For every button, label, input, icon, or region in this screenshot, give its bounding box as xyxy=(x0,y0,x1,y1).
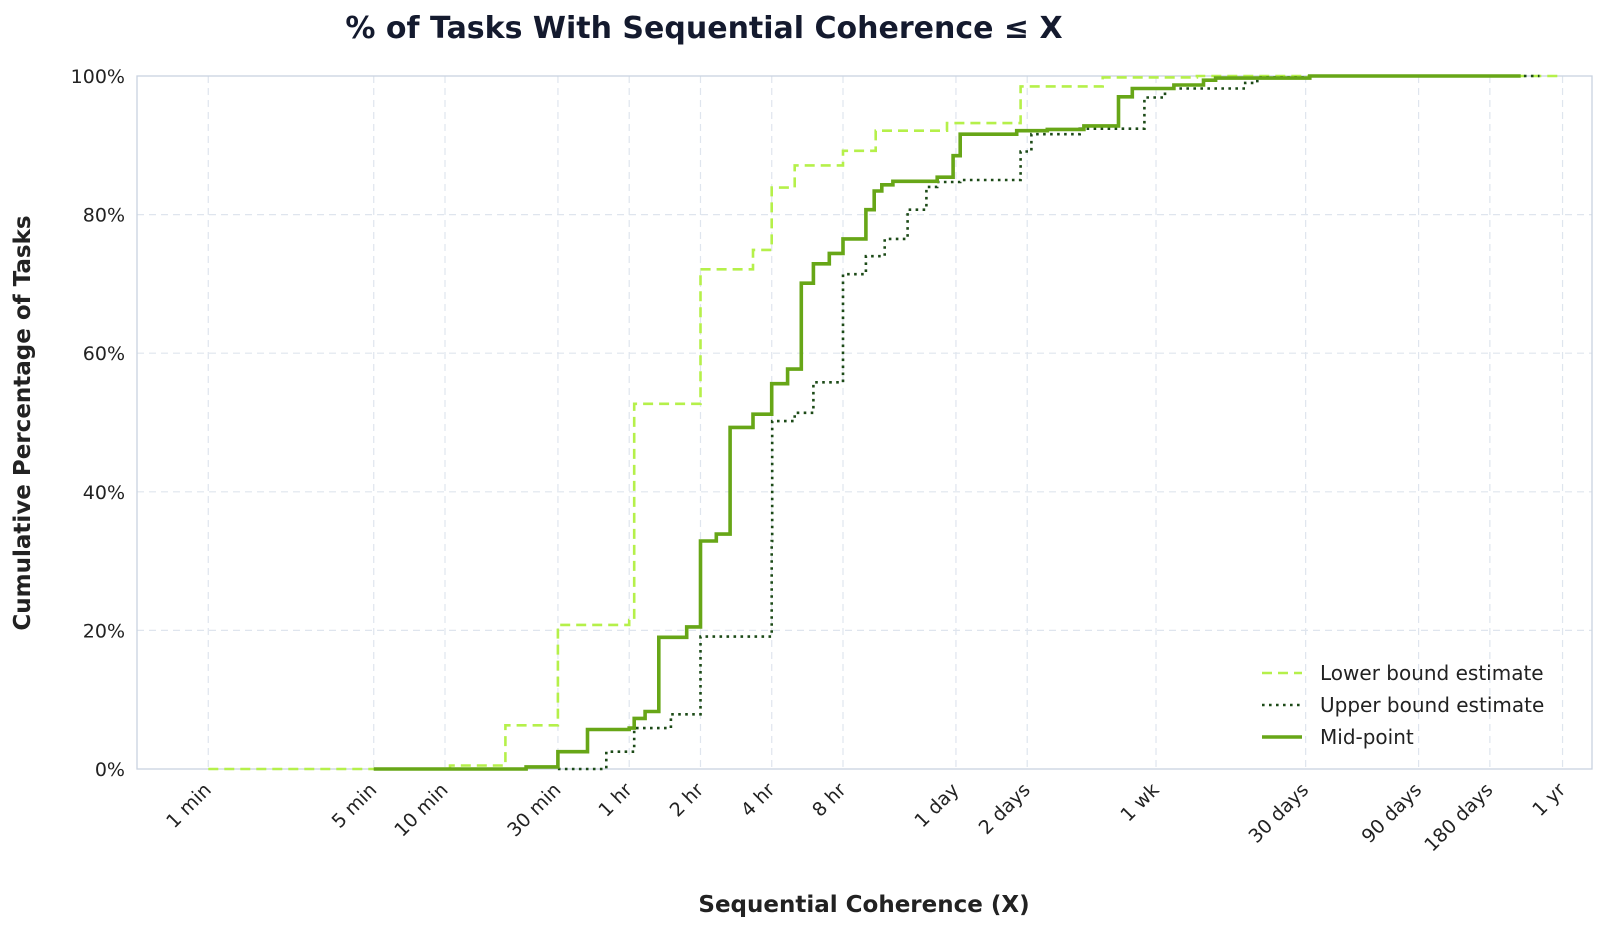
y-tick-labels: 0% 20% 40% 60% 80% 100% xyxy=(71,66,125,781)
x-tick-label: 2 hr xyxy=(666,779,709,822)
y-tick-label: 80% xyxy=(83,205,125,227)
y-tick-label: 60% xyxy=(83,343,125,365)
x-tick-label: 2 days xyxy=(975,779,1035,839)
grid xyxy=(137,76,1592,769)
y-tick-label: 0% xyxy=(95,759,125,781)
legend-label: Upper bound estimate xyxy=(1320,693,1544,717)
x-tick-labels: 1 min 5 min 10 min 30 min 1 hr 2 hr 4 hr 8 hr 1 … xyxy=(162,779,1570,856)
x-tick-label: 1 wk xyxy=(1116,779,1163,826)
x-tick-label: 30 days xyxy=(1245,779,1314,848)
series-line-lower-bound-estimate xyxy=(208,74,1563,771)
x-tick-label: 5 min xyxy=(328,779,382,833)
y-tick-label: 100% xyxy=(71,66,125,88)
y-tick-label: 40% xyxy=(83,482,125,504)
x-tick-label: 8 hr xyxy=(808,779,851,822)
x-tick-label: 1 day xyxy=(910,779,963,832)
legend-label: Lower bound estimate xyxy=(1320,661,1544,685)
chart-title: % of Tasks With Sequential Coherence ≤ X xyxy=(345,11,1062,46)
x-tick-label: 1 min xyxy=(162,779,216,833)
legend-label: Mid-point xyxy=(1320,725,1414,749)
x-tick-label: 30 min xyxy=(503,779,565,841)
x-axis-label: Sequential Coherence (X) xyxy=(698,892,1029,918)
x-tick-label: 1 hr xyxy=(594,779,637,822)
x-tick-label: 180 days xyxy=(1420,779,1497,856)
series-lines xyxy=(208,74,1563,771)
series-line-mid-point xyxy=(373,74,1521,771)
x-tick-label: 1 yr xyxy=(1528,779,1570,821)
x-tick-label: 10 min xyxy=(390,779,452,841)
y-axis-label: Cumulative Percentage of Tasks xyxy=(10,215,36,630)
x-tick-label: 90 days xyxy=(1357,779,1426,848)
legend: Lower bound estimate Upper bound estimate… xyxy=(1262,661,1544,749)
plot-frame xyxy=(136,75,1593,770)
y-tick-label: 20% xyxy=(83,620,125,642)
x-tick-label: 4 hr xyxy=(737,779,780,822)
